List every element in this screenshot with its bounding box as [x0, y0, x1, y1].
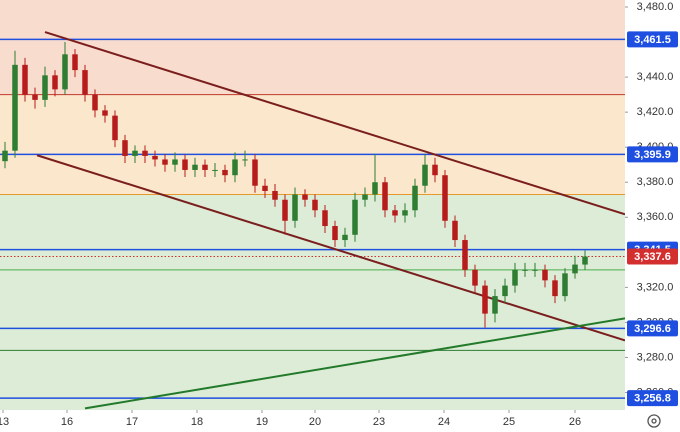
x-tick-label: 18 — [191, 416, 203, 428]
candle-body — [12, 64, 18, 151]
zone — [0, 194, 625, 410]
candle-body — [482, 285, 488, 314]
price-axis-bg — [625, 0, 680, 432]
candle-body — [432, 164, 438, 176]
x-tick-label: 26 — [569, 416, 581, 428]
time-axis-bg — [0, 410, 625, 432]
x-tick-label: 24 — [438, 416, 450, 428]
candle-body — [2, 150, 8, 162]
candle-body — [272, 190, 278, 200]
price-tag — [627, 320, 678, 337]
x-tick-label: 25 — [503, 416, 515, 428]
zone — [0, 0, 625, 95]
trendline — [44, 31, 625, 216]
price-tag — [627, 248, 678, 265]
candle-body — [472, 269, 478, 286]
candle-body — [532, 269, 538, 271]
x-tick-label: 20 — [309, 416, 321, 428]
candle-body — [352, 199, 358, 235]
candle-body — [322, 210, 328, 227]
price-tag-label: 3,461.5 — [634, 34, 671, 46]
candle-body — [182, 159, 188, 170]
candle-body — [212, 169, 218, 171]
y-tick-label: 3,440.0 — [637, 71, 674, 83]
candle-body — [202, 164, 208, 170]
candle-body — [152, 155, 158, 160]
x-tick-label: 13 — [0, 416, 9, 428]
candle-body — [372, 182, 378, 195]
candle-body — [32, 94, 38, 100]
candle-body — [112, 115, 118, 141]
candle-body — [382, 182, 388, 211]
candle-body — [552, 280, 558, 297]
x-tick-label: 23 — [373, 416, 385, 428]
candle-body — [62, 54, 68, 90]
candle-body — [502, 285, 508, 297]
candle-body — [542, 269, 548, 281]
trendline — [84, 317, 625, 410]
x-tick-label: 16 — [61, 416, 73, 428]
y-tick-label: 3,480.0 — [637, 1, 674, 13]
candle-body — [122, 140, 128, 156]
candle-body — [162, 159, 168, 165]
candle-body — [562, 273, 568, 297]
price-tag-label: 3,395.9 — [634, 149, 671, 161]
candle-body — [462, 240, 468, 270]
candle-body — [242, 159, 248, 161]
candle-body — [132, 150, 138, 156]
candle-body — [492, 296, 498, 314]
candle-body — [232, 159, 238, 176]
candle-body — [412, 185, 418, 211]
candle-body — [512, 269, 518, 286]
candle-body — [342, 234, 348, 241]
candle-body — [262, 185, 268, 191]
candle-body — [302, 194, 308, 200]
candle-body — [332, 226, 338, 241]
price-tag-label: 3,296.6 — [634, 323, 671, 335]
candle-body — [422, 164, 428, 186]
price-tag-label: 3,256.8 — [634, 392, 671, 404]
candle-body — [362, 194, 368, 200]
price-tag — [627, 31, 678, 48]
candle-body — [192, 164, 198, 170]
candle-body — [292, 194, 298, 221]
trendline — [36, 154, 625, 342]
price-tag — [627, 146, 678, 163]
candle-body — [402, 210, 408, 216]
candle-body — [52, 75, 58, 90]
candle-body — [22, 64, 28, 95]
candle-body — [312, 199, 318, 211]
candle-body — [442, 175, 448, 221]
y-tick-label: 3,320.0 — [637, 281, 674, 293]
x-tick-label: 19 — [256, 416, 268, 428]
y-tick-label: 3,280.0 — [637, 351, 674, 363]
y-tick-label: 3,380.0 — [637, 176, 674, 188]
candle-body — [42, 75, 48, 100]
candle-body — [282, 199, 288, 221]
candle-body — [82, 70, 88, 95]
candle-body — [572, 264, 578, 274]
x-tick-label: 17 — [126, 416, 138, 428]
candle-body — [142, 150, 148, 156]
y-tick-label: 3,420.0 — [637, 106, 674, 118]
candle-body — [582, 256, 588, 265]
candle-body — [452, 220, 458, 241]
candle-body — [222, 169, 228, 176]
candle-body — [102, 110, 108, 116]
settings-icon[interactable] — [647, 414, 661, 428]
candle-body — [252, 159, 258, 186]
price-tag — [627, 390, 678, 407]
candle-body — [392, 210, 398, 216]
candle-body — [172, 159, 178, 165]
candle-body — [522, 269, 528, 271]
candle-body — [92, 94, 98, 111]
y-tick-label: 3,360.0 — [637, 211, 674, 223]
price-tag-label: 3,337.6 — [634, 251, 671, 263]
candle-body — [72, 54, 78, 71]
